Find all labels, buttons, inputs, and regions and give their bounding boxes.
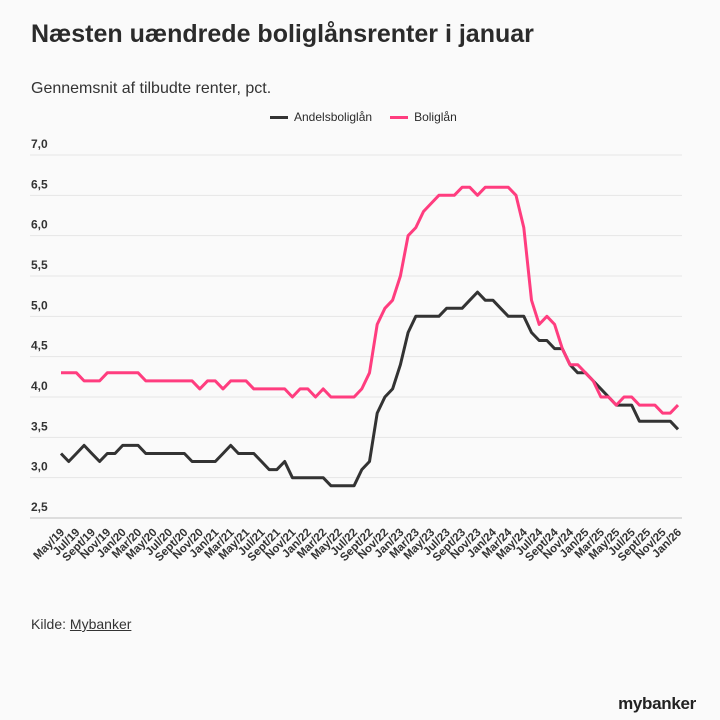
source-note: Kilde: Mybanker	[31, 616, 131, 632]
y-tick-label: 6,5	[31, 177, 48, 191]
y-tick-label: 5,5	[31, 258, 48, 272]
y-tick-label: 4,0	[31, 379, 48, 393]
source-link[interactable]: Mybanker	[69, 616, 132, 632]
legend: Andelsboliglån Boliglån	[270, 110, 467, 124]
legend-item-boliglan: Boliglån	[390, 110, 457, 124]
legend-swatch-boliglan	[390, 115, 409, 119]
series-line-andelsboliglan	[59, 290, 680, 488]
chart-title: Næsten uændrede boliglånsrenter i januar	[31, 20, 534, 48]
y-tick-label: 2,5	[31, 500, 48, 514]
chart-subtitle: Gennemsnit af tilbudte renter, pct.	[31, 80, 272, 97]
mybanker-logo: mybanker	[618, 694, 696, 713]
legend-label: Andelsboliglån	[294, 110, 373, 124]
y-tick-label: 4,5	[31, 339, 48, 353]
y-tick-label: 5,0	[31, 298, 48, 312]
legend-label: Boliglån	[414, 110, 457, 124]
legend-swatch-andelsboliglan	[270, 115, 288, 119]
y-tick-label: 6,0	[31, 218, 48, 232]
y-tick-label: 7,0	[31, 137, 48, 151]
y-tick-label: 3,5	[31, 419, 48, 433]
source-label: Kilde:	[31, 616, 67, 632]
series-line-boliglan	[61, 185, 680, 415]
y-tick-label: 3,0	[31, 460, 48, 474]
legend-item-andelsboliglan: Andelsboliglån	[270, 110, 372, 124]
